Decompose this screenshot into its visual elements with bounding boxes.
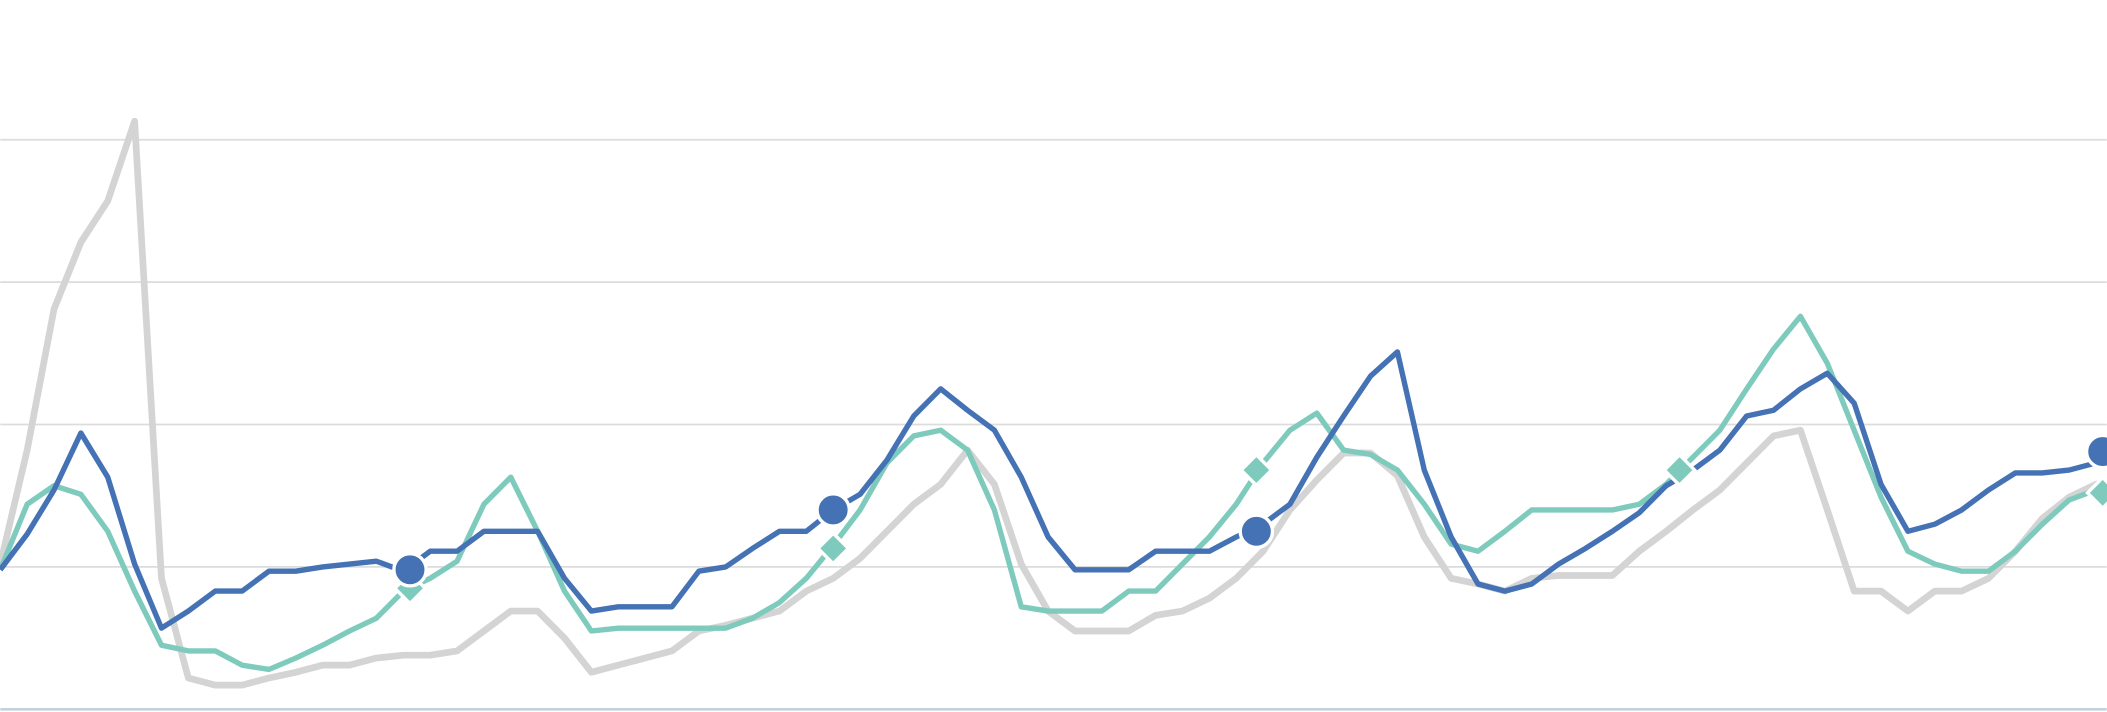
series-line (0, 349, 2107, 631)
marker (815, 530, 851, 566)
marker (815, 492, 851, 528)
series-line (0, 117, 2107, 689)
marker (1238, 452, 1274, 488)
marker (2085, 475, 2107, 511)
marker (392, 551, 428, 588)
marker (2084, 433, 2107, 470)
marker (1661, 452, 1698, 488)
series-line (0, 313, 2107, 673)
marker (1238, 513, 1275, 550)
